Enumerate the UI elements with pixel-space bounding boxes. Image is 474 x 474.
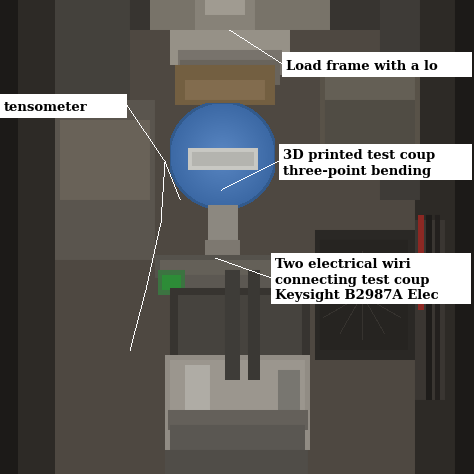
Text: three-point bending: three-point bending (283, 165, 430, 178)
Bar (279, 144, 472, 180)
Text: tensometer: tensometer (4, 101, 88, 114)
Bar (282, 52, 472, 77)
Text: connecting test coup: connecting test coup (275, 274, 429, 287)
Text: 3D printed test coup: 3D printed test coup (283, 149, 435, 162)
Text: Keysight B2987A Elec: Keysight B2987A Elec (275, 289, 438, 302)
Bar (0, 94, 127, 118)
Text: Load frame with a lo: Load frame with a lo (286, 60, 438, 73)
Text: Two electrical wiri: Two electrical wiri (275, 258, 410, 271)
Bar (271, 253, 471, 304)
